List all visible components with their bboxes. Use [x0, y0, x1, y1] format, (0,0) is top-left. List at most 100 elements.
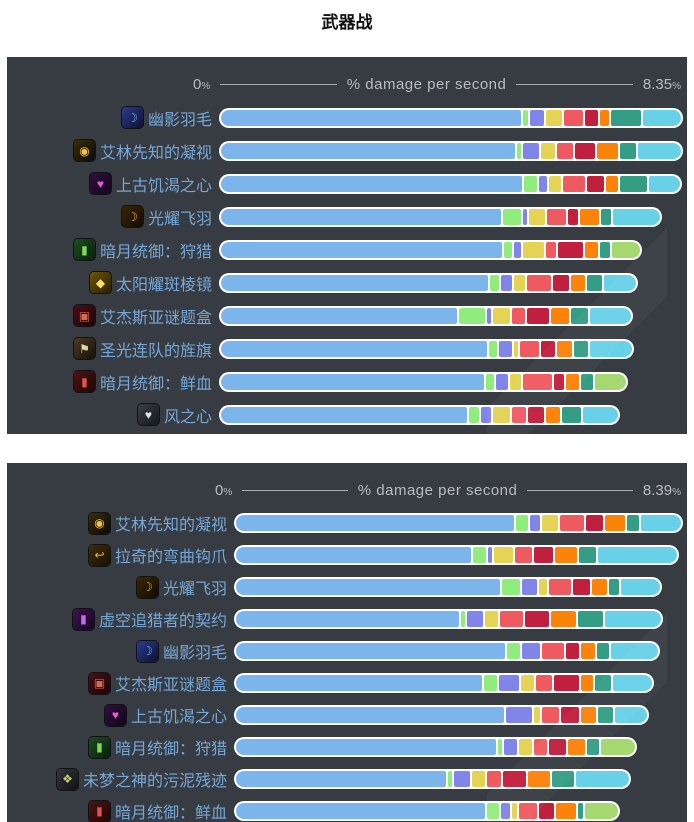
- bar-segment: [601, 208, 612, 225]
- bar-segment: [548, 175, 561, 192]
- banner-icon: ⚑: [73, 338, 95, 359]
- hungering-heart-icon: ♥: [104, 704, 126, 726]
- item-label-group: ▮ 暗月统御：鲜血: [7, 370, 219, 394]
- stacked-bar: [219, 173, 683, 194]
- bar-segment: [553, 373, 564, 390]
- chart-row: ♥ 风之心: [7, 398, 687, 431]
- bar-segment: [522, 241, 545, 258]
- item-label-group: ↩ 拉奇的弯曲钩爪: [7, 543, 234, 567]
- item-label: 上古饥渴之心: [115, 177, 212, 195]
- chart-rows: ◉ 艾林先知的凝视 ↩ 拉奇的弯曲钩爪 ☽ 光耀飞羽 ▮ 虚空追猎者的契约 ☽ 幽影羽毛 ▣ 艾杰斯亚…: [7, 507, 687, 822]
- chart-row: ↩ 拉奇的弯曲钩爪: [7, 539, 687, 571]
- bar-segment: [570, 307, 588, 324]
- bar-segment: [236, 675, 482, 691]
- bar-segment: [546, 241, 556, 258]
- bar-segment: [638, 142, 682, 159]
- page-title: 武器战: [321, 13, 373, 32]
- item-label: 上古饥渴之心: [130, 709, 227, 726]
- stacked-bar: [219, 107, 684, 128]
- bar-segment: [590, 340, 633, 357]
- bar-segment: [493, 406, 511, 423]
- bar-segment: [221, 208, 502, 225]
- bar-segment: [528, 771, 551, 787]
- item-label: 虚空追猎者的契约: [98, 613, 227, 630]
- bar-segment: [529, 515, 541, 531]
- bar-segment: [530, 109, 545, 126]
- bar-segment: [500, 803, 511, 819]
- bar-segment: [468, 406, 480, 423]
- bar-segment: [513, 274, 525, 291]
- shadow-feather-icon: ☽: [136, 640, 158, 662]
- bar-segment: [641, 515, 682, 531]
- dps-chart-1: 0% % damage per second 8.35% ☽ 幽影羽毛 ◉ 艾林先知的…: [7, 57, 687, 434]
- curved-hook-icon: ↩: [88, 544, 110, 566]
- axis-min-label: 0%: [215, 481, 233, 499]
- bar-segment: [567, 208, 579, 225]
- bar-segment: [483, 675, 497, 691]
- bar-segment: [522, 109, 529, 126]
- bar-segment: [594, 373, 627, 390]
- bar-segment: [523, 208, 528, 225]
- item-label-group: ▮ 暗月统御：狩猎: [7, 735, 234, 759]
- bar-segment: [236, 707, 505, 723]
- chart-row: ♥ 上古饥渴之心: [7, 699, 687, 731]
- void-pact-icon: ▮: [72, 608, 94, 630]
- bar-segment: [576, 771, 630, 787]
- bar-segment: [484, 611, 498, 627]
- bar-segment: [523, 175, 537, 192]
- seers-gaze-icon: ◉: [88, 512, 110, 534]
- bar-segment: [568, 739, 586, 755]
- chart-row: ◉ 艾林先知的凝视: [7, 134, 687, 167]
- chart-header: 0% % damage per second 8.39%: [7, 463, 687, 507]
- stacked-bar: [234, 577, 663, 597]
- bar-segment: [528, 406, 544, 423]
- bar-segment: [503, 771, 527, 787]
- axis-line: [242, 489, 348, 491]
- puzzle-box-icon: ▣: [73, 305, 95, 326]
- bar-segment: [542, 515, 558, 531]
- stacked-bar: [234, 737, 638, 757]
- bar-segment: [488, 547, 493, 563]
- darkmoon-sigil-blood-icon: ▮: [88, 800, 110, 822]
- bar-segment: [236, 643, 506, 659]
- bar-segment: [487, 307, 492, 324]
- bar-segment: [587, 739, 600, 755]
- chart-row: ♥ 上古饥渴之心: [7, 167, 687, 200]
- bar-segment: [487, 771, 502, 787]
- bar-segment: [506, 707, 532, 723]
- bar-segment: [559, 515, 584, 531]
- chart-row: ☽ 光耀飞羽: [7, 571, 687, 603]
- bar-segment: [612, 675, 652, 691]
- bar-segment: [514, 547, 533, 563]
- bar-segment: [580, 675, 593, 691]
- bar-segment: [236, 547, 472, 563]
- bar-segment: [221, 307, 457, 324]
- bar-segment: [540, 340, 555, 357]
- bar-segment: [504, 739, 518, 755]
- stacked-bar: [234, 801, 621, 821]
- bar-segment: [236, 803, 485, 819]
- axis-max-label: 8.35%: [642, 75, 681, 93]
- bar-segment: [564, 109, 584, 126]
- item-label-group: ☽ 幽影羽毛: [7, 106, 219, 130]
- bar-segment: [538, 175, 547, 192]
- bar-segment: [519, 739, 533, 755]
- shadow-feather-icon: ☽: [121, 107, 143, 128]
- bar-segment: [221, 109, 521, 126]
- bar-segment: [486, 373, 494, 390]
- chart-row: ☽ 幽影羽毛: [7, 635, 687, 667]
- bar-segment: [534, 739, 547, 755]
- bar-segment: [517, 142, 522, 159]
- bar-segment: [554, 547, 577, 563]
- chart-row: ▮ 虚空追猎者的契约: [7, 603, 687, 635]
- bar-segment: [552, 771, 575, 787]
- bar-segment: [236, 611, 459, 627]
- bar-segment: [592, 579, 608, 595]
- heart-of-wind-icon: ♥: [137, 404, 159, 425]
- bar-segment: [572, 579, 591, 595]
- axis-line: [516, 83, 633, 85]
- bar-segment: [522, 373, 552, 390]
- stacked-bar: [219, 305, 634, 326]
- bar-segment: [571, 274, 586, 291]
- bar-segment: [604, 611, 661, 627]
